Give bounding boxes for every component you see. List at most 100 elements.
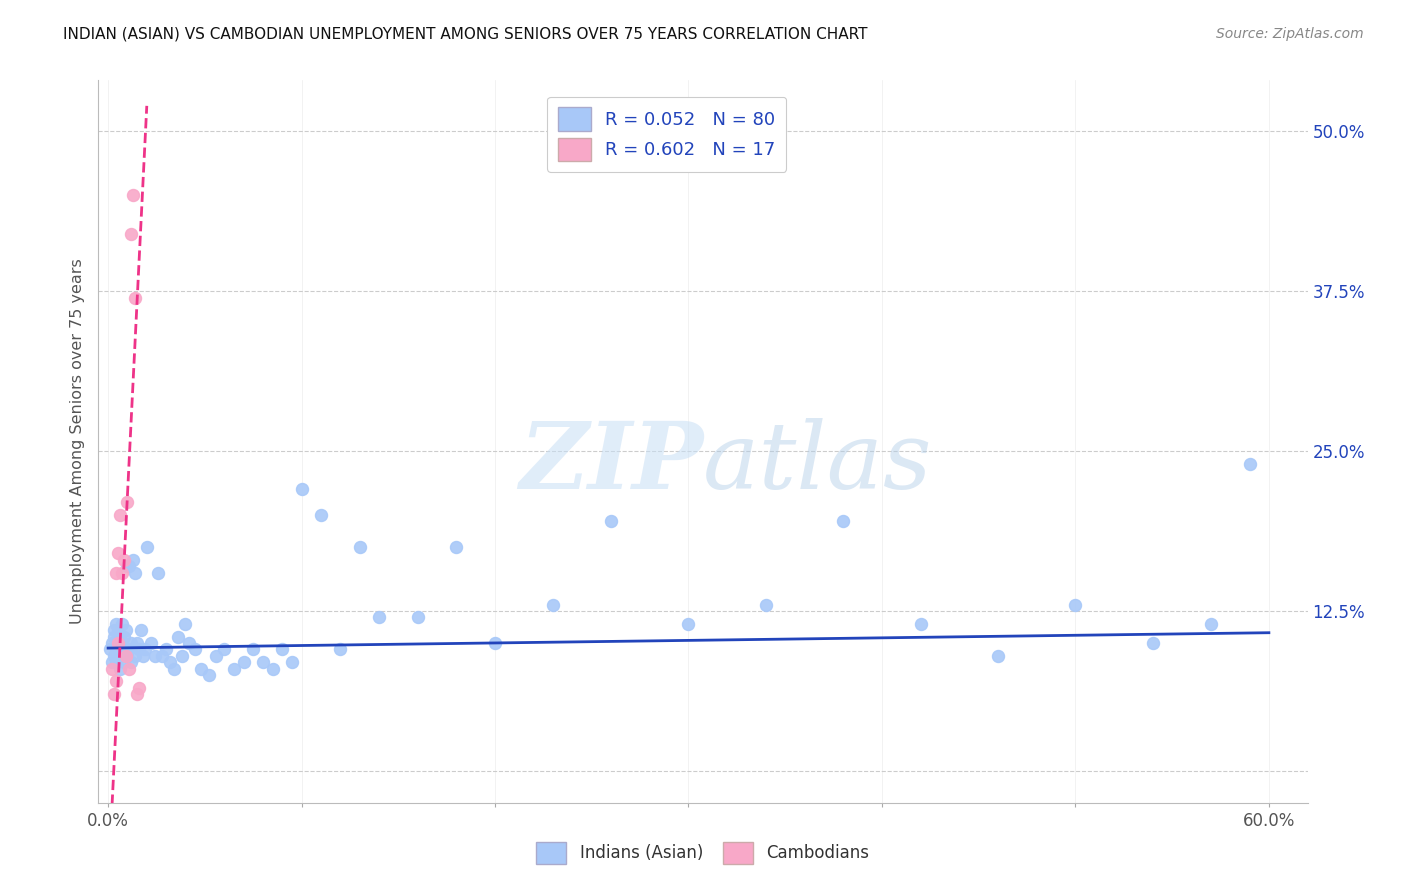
Text: atlas: atlas — [703, 418, 932, 508]
Point — [159, 655, 181, 669]
Point — [108, 642, 131, 657]
Point — [111, 616, 134, 631]
Point — [134, 642, 156, 657]
Point — [139, 636, 162, 650]
Point — [108, 661, 131, 675]
Point — [755, 598, 778, 612]
Point — [117, 495, 139, 509]
Point — [232, 655, 254, 669]
Point — [190, 661, 212, 675]
Point — [103, 648, 125, 663]
Point — [112, 553, 135, 567]
Point — [107, 636, 129, 650]
Point — [678, 616, 700, 631]
Point — [122, 553, 145, 567]
Point — [166, 630, 188, 644]
Point — [103, 623, 125, 637]
Point — [103, 630, 125, 644]
Point — [832, 515, 855, 529]
Point — [107, 648, 129, 663]
Point — [107, 623, 129, 637]
Point — [205, 648, 228, 663]
Point — [104, 655, 127, 669]
Point — [128, 642, 150, 657]
Point — [107, 546, 129, 560]
Point — [111, 636, 134, 650]
Point — [242, 642, 264, 657]
Text: INDIAN (ASIAN) VS CAMBODIAN UNEMPLOYMENT AMONG SENIORS OVER 75 YEARS CORRELATION: INDIAN (ASIAN) VS CAMBODIAN UNEMPLOYMENT… — [63, 27, 868, 42]
Point — [124, 291, 146, 305]
Point — [108, 630, 131, 644]
Point — [368, 610, 391, 624]
Point — [117, 648, 139, 663]
Point — [281, 655, 304, 669]
Point — [104, 642, 127, 657]
Point — [104, 616, 127, 631]
Point — [163, 661, 186, 675]
Point — [128, 681, 150, 695]
Point — [222, 661, 245, 675]
Point — [987, 648, 1010, 663]
Point — [174, 616, 197, 631]
Point — [124, 648, 146, 663]
Y-axis label: Unemployment Among Seniors over 75 years: Unemployment Among Seniors over 75 years — [69, 259, 84, 624]
Point — [120, 227, 142, 241]
Point — [309, 508, 332, 522]
Point — [1239, 457, 1261, 471]
Point — [329, 642, 352, 657]
Point — [111, 566, 134, 580]
Point — [155, 642, 177, 657]
Point — [170, 648, 193, 663]
Point — [118, 661, 141, 675]
Point — [107, 636, 129, 650]
Point — [112, 642, 135, 657]
Point — [150, 648, 173, 663]
Point — [129, 623, 152, 637]
Point — [120, 636, 142, 650]
Point — [541, 598, 564, 612]
Point — [1199, 616, 1222, 631]
Point — [184, 642, 207, 657]
Legend: R = 0.052   N = 80, R = 0.602   N = 17: R = 0.052 N = 80, R = 0.602 N = 17 — [547, 96, 786, 172]
Point — [600, 515, 623, 529]
Point — [127, 687, 149, 701]
Point — [111, 648, 134, 663]
Point — [197, 668, 219, 682]
Point — [112, 655, 135, 669]
Point — [120, 655, 142, 669]
Point — [179, 636, 201, 650]
Point — [349, 540, 371, 554]
Point — [114, 648, 136, 663]
Legend: Indians (Asian), Cambodians: Indians (Asian), Cambodians — [530, 836, 876, 871]
Point — [118, 642, 141, 657]
Point — [112, 630, 135, 644]
Point — [143, 648, 166, 663]
Point — [132, 648, 155, 663]
Point — [118, 559, 141, 574]
Point — [117, 559, 139, 574]
Point — [290, 483, 312, 497]
Point — [103, 687, 125, 701]
Point — [122, 188, 145, 202]
Point — [484, 636, 506, 650]
Point — [212, 642, 235, 657]
Point — [148, 566, 170, 580]
Point — [252, 655, 274, 669]
Point — [104, 566, 127, 580]
Point — [271, 642, 294, 657]
Point — [135, 540, 157, 554]
Point — [114, 623, 136, 637]
Point — [127, 636, 149, 650]
Point — [1142, 636, 1164, 650]
Point — [104, 674, 127, 689]
Point — [124, 566, 146, 580]
Text: Source: ZipAtlas.com: Source: ZipAtlas.com — [1216, 27, 1364, 41]
Text: ZIP: ZIP — [519, 418, 703, 508]
Point — [101, 661, 124, 675]
Point — [406, 610, 429, 624]
Point — [262, 661, 284, 675]
Point — [1064, 598, 1087, 612]
Point — [101, 636, 124, 650]
Point — [910, 616, 932, 631]
Point — [98, 642, 121, 657]
